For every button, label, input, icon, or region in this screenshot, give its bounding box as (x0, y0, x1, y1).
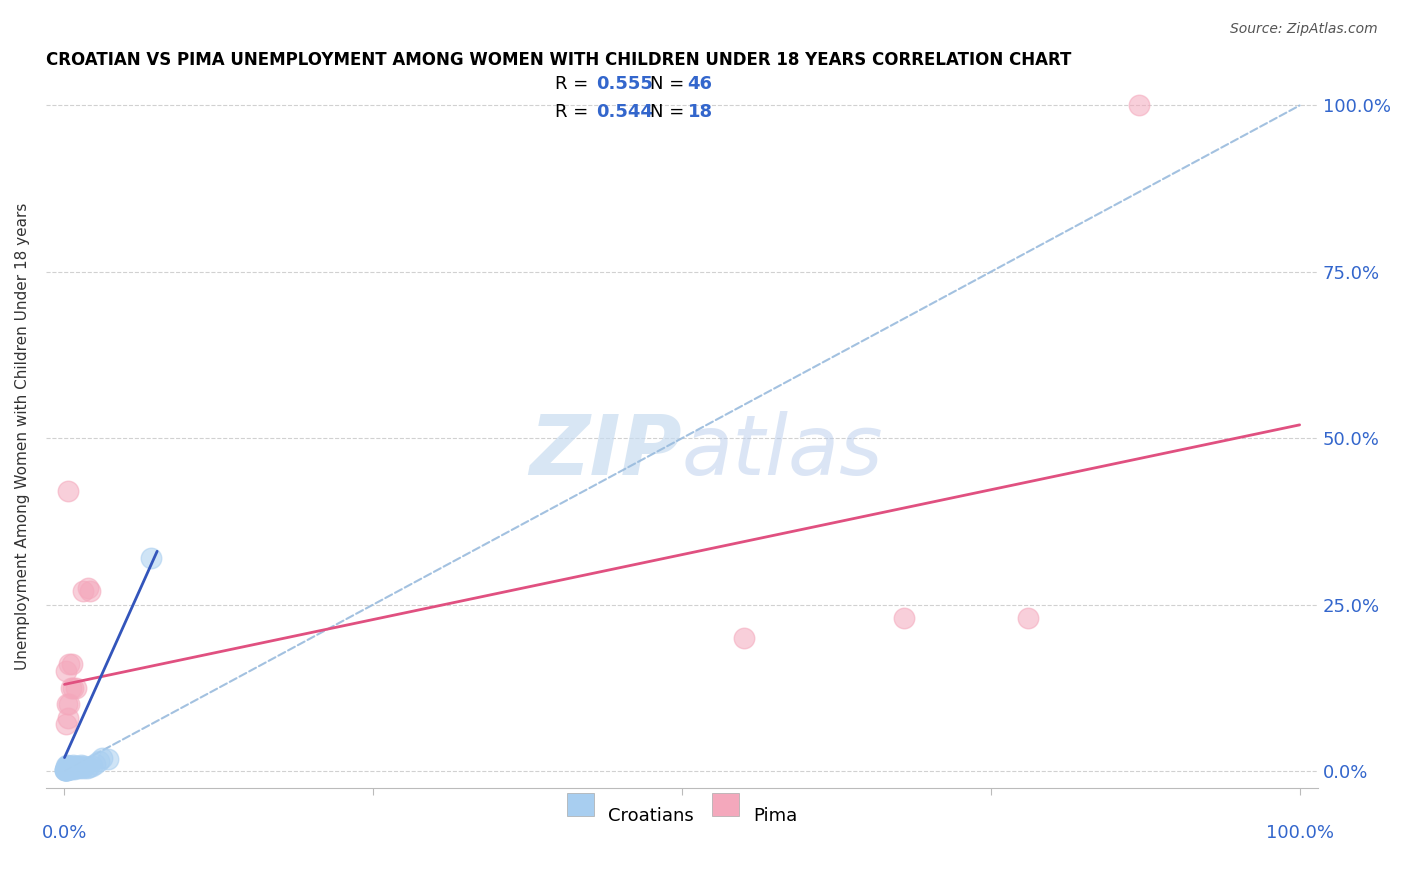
Point (66, 760, 89, 774)
Point (97, 752, 120, 766)
Point (55, 762, 77, 776)
Point (60, 761, 83, 775)
Point (76, 760, 98, 774)
Point (58, 759, 80, 773)
Point (67, 758, 90, 772)
Point (62, 760, 84, 774)
Point (58, 698, 80, 712)
Text: 46: 46 (688, 75, 713, 93)
Point (65, 761, 87, 775)
Title: CROATIAN VS PIMA UNEMPLOYMENT AMONG WOMEN WITH CHILDREN UNDER 18 YEARS CORRELATI: CROATIAN VS PIMA UNEMPLOYMENT AMONG WOME… (46, 51, 1071, 69)
Point (55, 763, 77, 777)
Point (58, 760, 80, 774)
Point (56, 711, 79, 725)
Point (55, 763, 77, 777)
Point (77, 581, 100, 595)
Point (73, 759, 96, 773)
Point (55, 760, 77, 774)
Point (62, 681, 84, 695)
Text: atlas: atlas (682, 411, 884, 492)
Point (59, 761, 82, 775)
Point (70, 760, 93, 774)
Point (53, 763, 76, 777)
Point (58, 484, 80, 499)
Point (59, 681, 82, 695)
Point (55, 763, 77, 777)
Point (58, 762, 80, 776)
Text: R =: R = (555, 103, 595, 121)
Point (63, 759, 86, 773)
Point (58, 657, 80, 672)
Point (60, 762, 83, 776)
Point (79, 584, 101, 599)
Point (139, 551, 162, 566)
Point (72, 761, 94, 775)
Point (77, 760, 100, 774)
Text: N =: N = (650, 103, 689, 121)
Point (69, 757, 91, 772)
Text: 0.0%: 0.0% (42, 824, 87, 842)
Text: 18: 18 (688, 103, 713, 121)
Point (56, 762, 79, 776)
Point (60, 657, 83, 672)
Point (56, 757, 79, 772)
Point (55, 763, 77, 777)
Point (55, 664, 77, 678)
Point (55, 763, 77, 777)
Point (65, 681, 87, 695)
Point (58, 760, 80, 774)
Text: R =: R = (555, 75, 595, 93)
Text: 100.0%: 100.0% (1265, 824, 1334, 842)
Point (56, 761, 79, 775)
Point (90, 750, 112, 764)
Point (84, 757, 107, 772)
Point (893, 611, 915, 625)
Point (62, 757, 84, 772)
Point (55, 762, 77, 776)
Point (59, 760, 82, 774)
Point (56, 698, 79, 712)
Point (53, 763, 76, 777)
Text: 0.555: 0.555 (596, 75, 652, 93)
Point (1128, 98, 1150, 112)
Text: ZIP: ZIP (530, 411, 682, 492)
Point (87, 754, 110, 768)
Y-axis label: Unemployment Among Women with Children Under 18 years: Unemployment Among Women with Children U… (15, 202, 30, 670)
Point (72, 584, 94, 599)
Text: 0.544: 0.544 (596, 103, 652, 121)
Point (56, 760, 79, 774)
Point (67, 760, 90, 774)
Point (55, 717, 77, 731)
Point (1017, 611, 1039, 625)
Point (733, 631, 755, 645)
Point (59, 758, 82, 772)
Text: N =: N = (650, 75, 689, 93)
Point (60, 760, 83, 774)
Point (56, 758, 79, 772)
Point (80, 758, 103, 772)
Legend: Croatians, Pima: Croatians, Pima (557, 795, 807, 835)
Point (63, 762, 86, 776)
Point (55, 759, 77, 773)
Text: Source: ZipAtlas.com: Source: ZipAtlas.com (1230, 22, 1378, 37)
